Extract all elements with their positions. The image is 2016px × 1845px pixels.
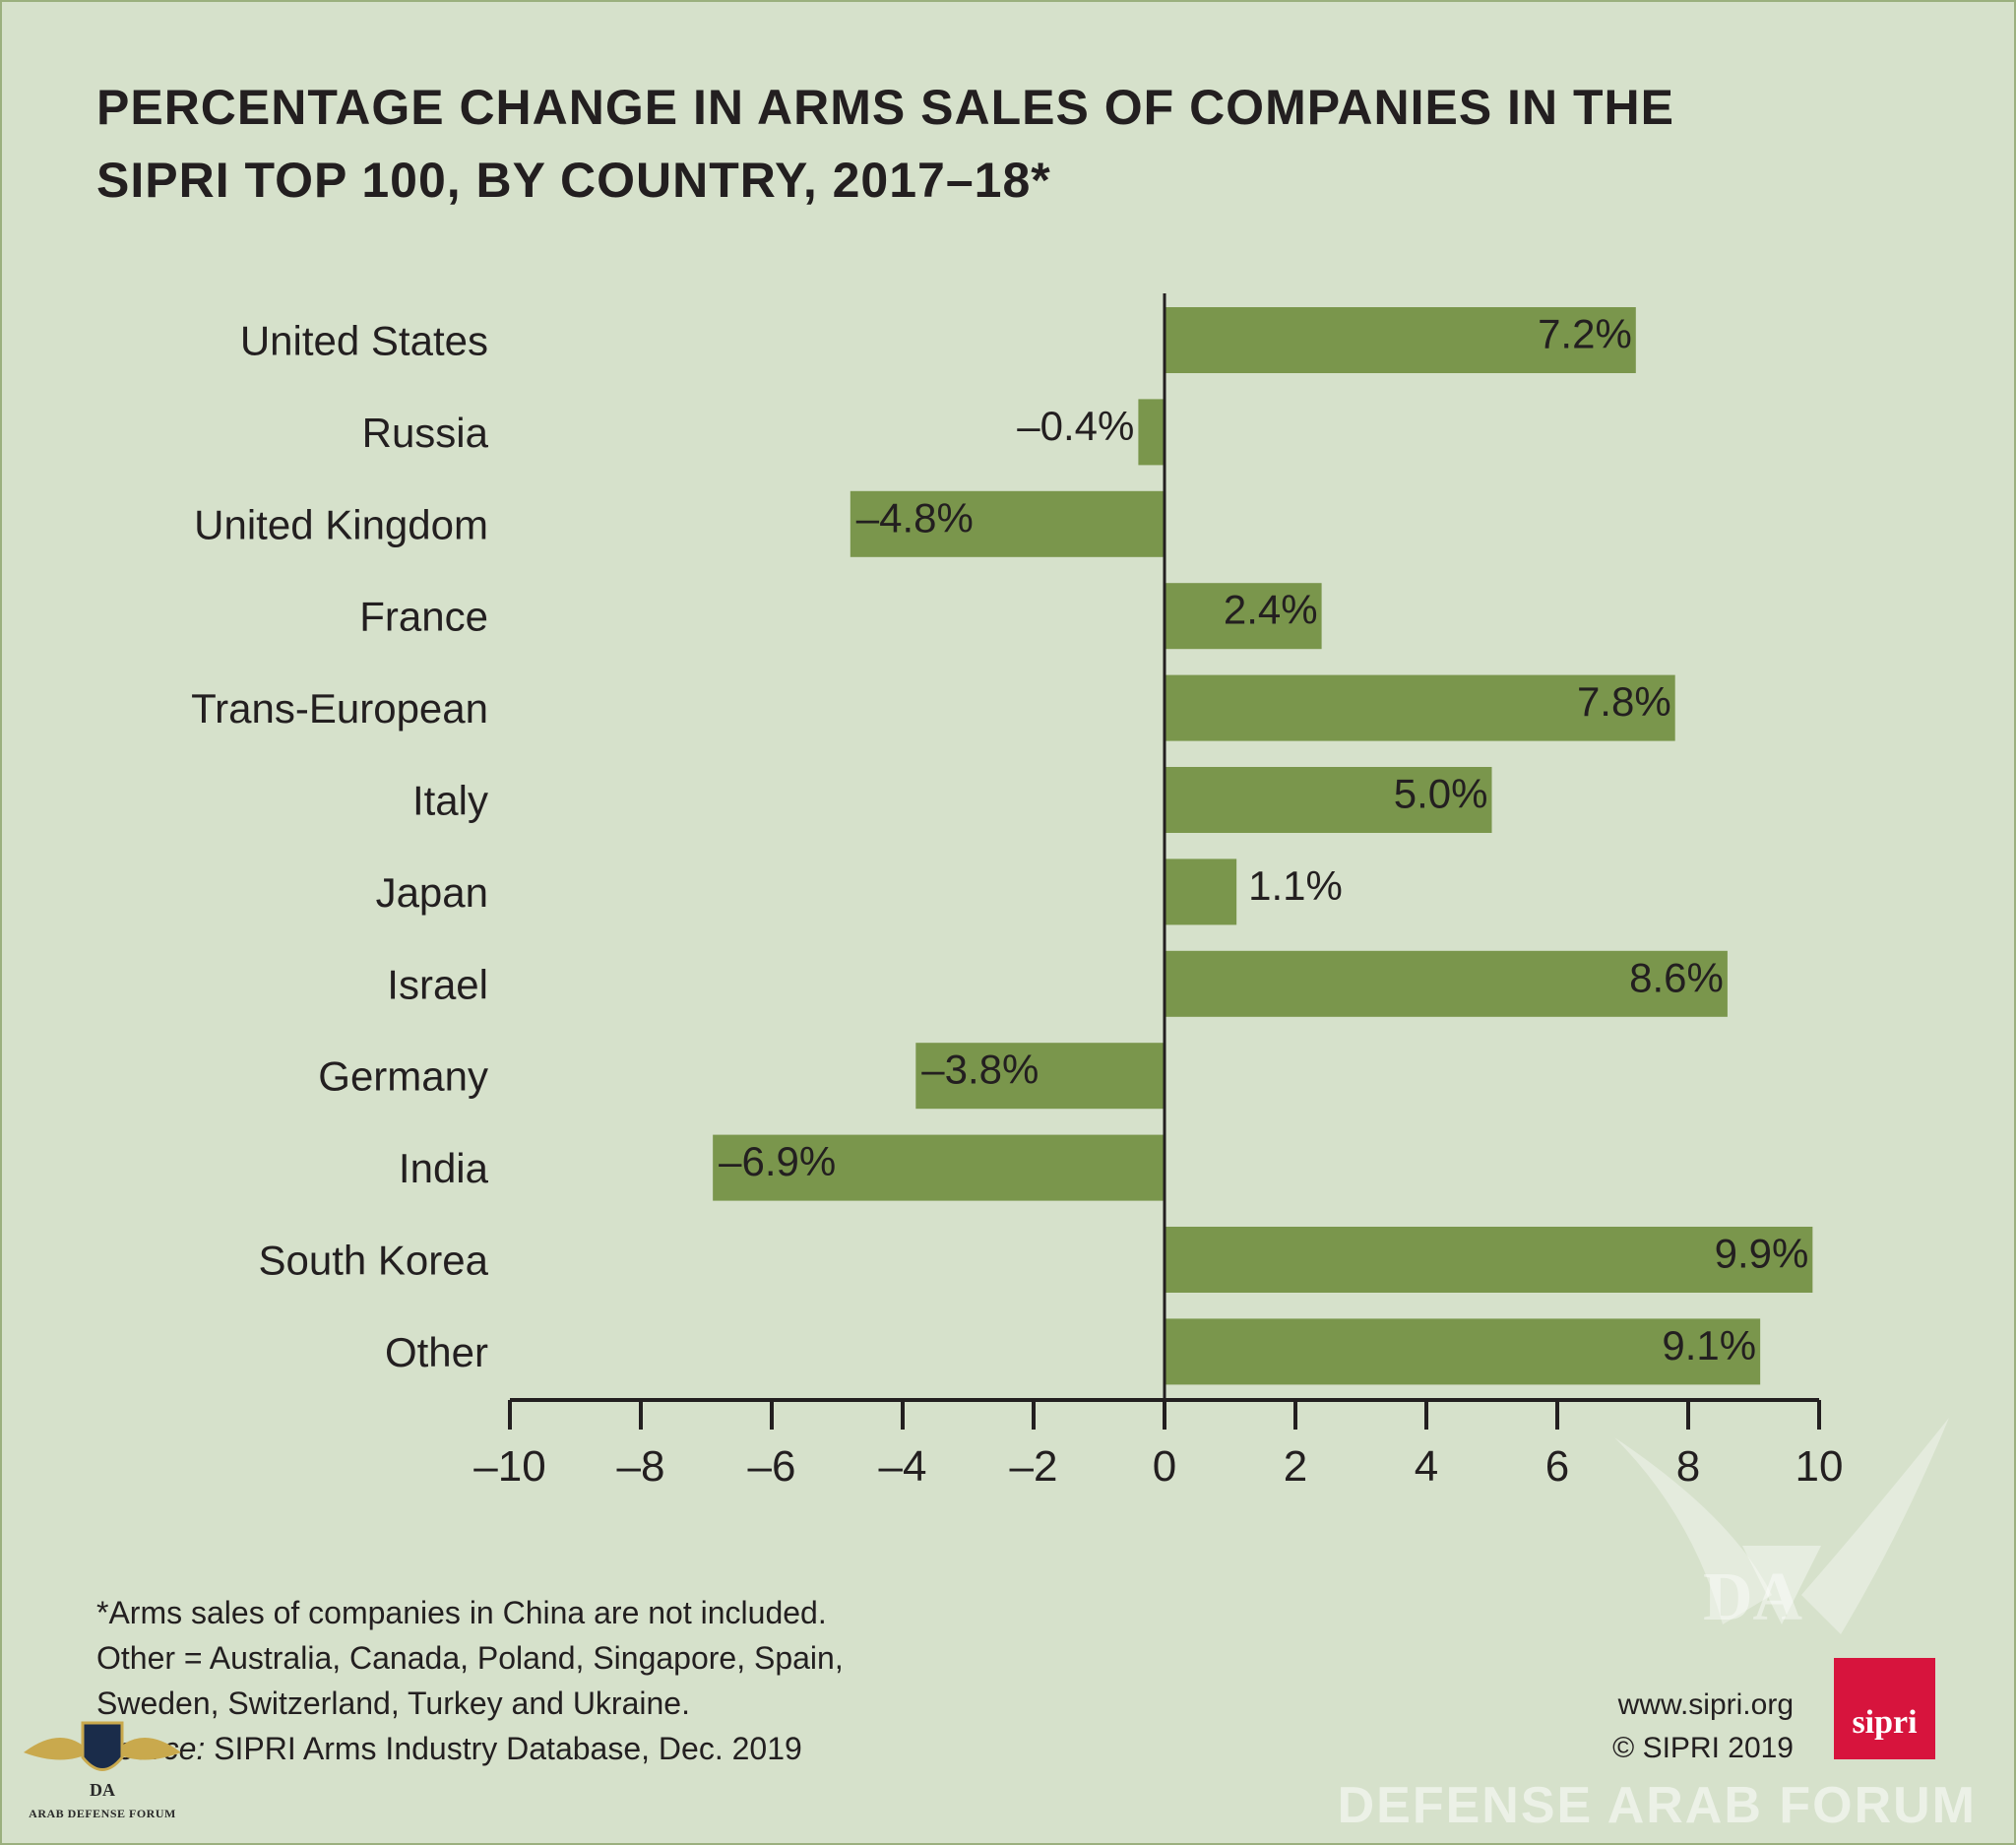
category-label: Trans-European <box>191 685 488 732</box>
data-label: 9.1% <box>1662 1322 1756 1368</box>
bar <box>713 1134 1165 1201</box>
x-tick-label: 6 <box>1545 1442 1569 1491</box>
watermark-eagle-icon: DA <box>1614 1418 1949 1635</box>
category-label: Japan <box>376 869 488 916</box>
website-link[interactable]: www.sipri.org <box>1617 1688 1794 1721</box>
category-label: Italy <box>412 778 488 824</box>
footnote-source: Source: SIPRI Arms Industry Database, De… <box>96 1726 844 1771</box>
category-label: Other <box>385 1329 488 1375</box>
data-label: 5.0% <box>1394 771 1488 817</box>
bar <box>1165 950 1728 1017</box>
x-tick-label: 0 <box>1153 1442 1176 1491</box>
bar <box>1165 1227 1813 1293</box>
x-tick-label: 2 <box>1284 1442 1307 1491</box>
data-label: 1.1% <box>1248 862 1343 909</box>
bar <box>850 490 1165 557</box>
x-tick-label: –2 <box>1010 1442 1058 1491</box>
data-label: 7.8% <box>1577 678 1671 725</box>
data-label: 9.9% <box>1715 1231 1809 1277</box>
source-text: SIPRI Arms Industry Database, Dec. 2019 <box>205 1731 802 1766</box>
category-label: South Korea <box>258 1238 488 1284</box>
shield-wings-icon: DA <box>24 1721 181 1800</box>
bar <box>1165 767 1492 833</box>
data-label: –0.4% <box>1017 403 1134 449</box>
category-label: France <box>359 594 488 640</box>
category-label: United States <box>240 318 488 364</box>
data-label: 7.2% <box>1538 311 1632 357</box>
x-tick-label: –10 <box>473 1442 545 1491</box>
copyright: © SIPRI 2019 <box>1612 1732 1794 1764</box>
credits: www.sipri.org © SIPRI 2019 <box>1612 1684 1794 1770</box>
adf-logo-text: ARAB DEFENSE FORUM <box>29 1807 176 1820</box>
x-tick-label: 4 <box>1415 1442 1438 1491</box>
category-label: United Kingdom <box>194 501 488 547</box>
data-label: –3.8% <box>921 1047 1039 1093</box>
bar <box>1165 859 1237 925</box>
data-label: 8.6% <box>1629 954 1724 1000</box>
x-tick-label: –6 <box>748 1442 796 1491</box>
footnote-other-line1: Other = Australia, Canada, Poland, Singa… <box>96 1640 844 1676</box>
bar <box>1165 583 1322 650</box>
data-label: –6.9% <box>719 1138 836 1184</box>
bar <box>1165 1318 1761 1385</box>
bar <box>1138 399 1165 466</box>
bar <box>1165 307 1636 373</box>
x-tick-label: –8 <box>617 1442 665 1491</box>
category-label: Germany <box>318 1053 488 1100</box>
category-label: Israel <box>387 961 488 1007</box>
footnote-china: *Arms sales of companies in China are no… <box>96 1595 827 1630</box>
sipri-logo: sipri <box>1834 1658 1935 1759</box>
footnotes: *Arms sales of companies in China are no… <box>96 1590 844 1771</box>
x-tick-label: –4 <box>879 1442 927 1491</box>
bar-chart: United States 7.2% Russia –0.4% United Kingd… <box>191 293 1844 1491</box>
bar <box>1165 674 1675 741</box>
watermark-emblem-text: DA <box>1703 1559 1803 1635</box>
bar <box>915 1043 1165 1110</box>
category-label: India <box>399 1145 489 1191</box>
arab-defense-forum-logo: DA ARAB DEFENSE FORUM <box>14 1713 191 1821</box>
category-label: Russia <box>362 410 489 456</box>
data-label: –4.8% <box>856 494 974 541</box>
x-tick-label: 8 <box>1676 1442 1700 1491</box>
x-tick-label: 10 <box>1796 1442 1844 1491</box>
watermark-site: DEFENSE ARAB FORUM <box>1337 1777 1977 1834</box>
data-label: 2.4% <box>1224 587 1318 633</box>
chart-title: PERCENTAGE CHANGE IN ARMS SALES OF COMPA… <box>96 80 1674 208</box>
adf-initials: DA <box>90 1780 115 1800</box>
footnote-other-line2: Sweden, Switzerland, Turkey and Ukraine. <box>96 1686 690 1721</box>
